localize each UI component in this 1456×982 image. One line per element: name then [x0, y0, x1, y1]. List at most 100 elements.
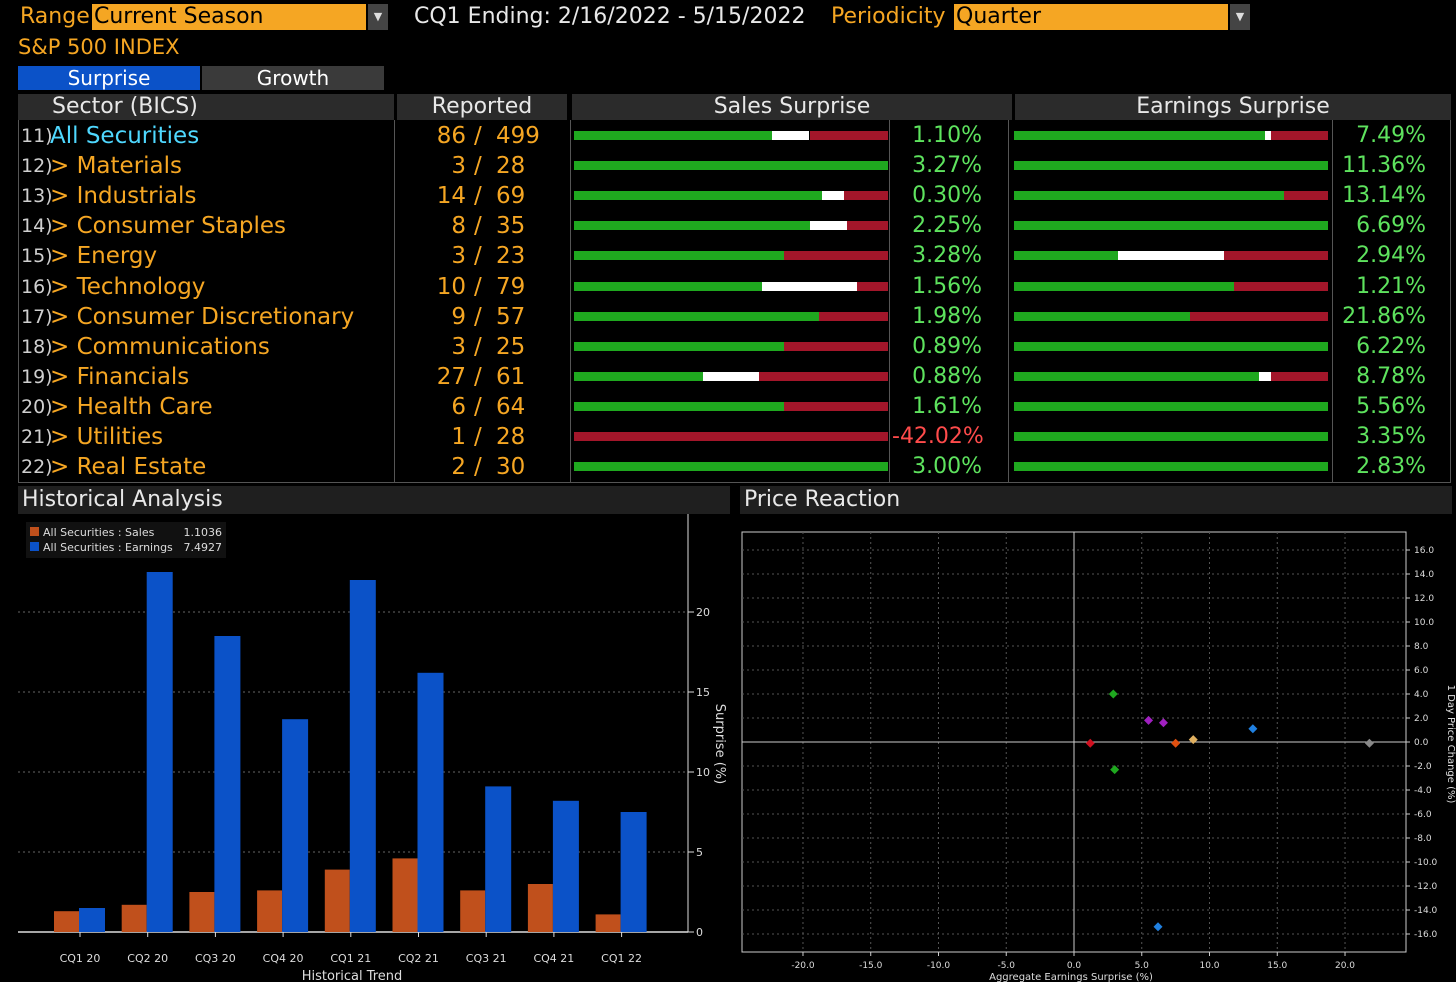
sales-surprise-bar-red	[844, 191, 888, 201]
sales-surprise-bar	[574, 341, 888, 351]
y-tick-label: -2.0	[1414, 762, 1432, 772]
scatter-point	[1108, 689, 1118, 699]
table-row[interactable]: 17) > Consumer Discretionary 9 / 57 1.98% 21.8…	[18, 302, 1451, 332]
sales-bar	[54, 911, 79, 932]
x-tick-label: -20.0	[791, 961, 815, 971]
sector-name[interactable]: > Consumer Discretionary	[50, 303, 355, 330]
y-tick-label: 14.0	[1414, 570, 1434, 580]
sector-name[interactable]: > Consumer Staples	[50, 213, 287, 240]
sector-name[interactable]: All Securities	[50, 123, 200, 149]
earnings-surprise-bar-red	[1233, 281, 1328, 291]
sector-name[interactable]: > Industrials	[50, 183, 197, 210]
sector-name[interactable]: > Real Estate	[50, 454, 207, 481]
sales-surprise-value: 3.28%	[912, 243, 982, 269]
sales-surprise-bar-red	[856, 281, 888, 291]
sector-name[interactable]: > Energy	[50, 243, 158, 270]
sales-surprise-bar	[574, 462, 888, 472]
x-tick-label: 20.0	[1335, 961, 1355, 971]
reported-total: 23	[496, 243, 526, 270]
earnings-surprise-value: 2.94%	[1356, 243, 1426, 269]
periodicity-dropdown-arrow-icon[interactable]: ▼	[1230, 4, 1250, 30]
table-row[interactable]: 20) > Health Care 6 / 64 1.61% 5.56%	[18, 392, 1451, 422]
legend-earnings-value: 7.4927	[184, 541, 223, 554]
sales-surprise-bar-green	[574, 281, 763, 291]
table-row[interactable]: 11) All Securities 86 / 499 1.10% 7.49%	[18, 121, 1451, 151]
earnings-surprise-value: 1.21%	[1356, 273, 1426, 299]
sector-name[interactable]: > Utilities	[50, 424, 164, 450]
sales-surprise-bar-green	[574, 462, 888, 472]
table-row[interactable]: 13) > Industrials 14 / 69 0.30% 13.14%	[18, 181, 1451, 211]
earnings-surprise-bar-green	[1014, 221, 1328, 231]
earnings-surprise-bar-green	[1014, 311, 1190, 321]
earnings-surprise-bar	[1014, 281, 1328, 291]
table-row[interactable]: 18) > Communications 3 / 25 0.89% 6.22%	[18, 332, 1451, 362]
reported-total: 35	[496, 213, 526, 240]
x-tick-label: CQ1 22	[601, 952, 642, 965]
x-tick-label: CQ2 20	[127, 952, 168, 965]
earnings-surprise-bar-green	[1014, 341, 1328, 351]
reported-count: 3	[451, 153, 466, 180]
reported-total: 25	[496, 333, 526, 360]
earnings-surprise-bar	[1014, 371, 1328, 381]
reported-separator: /	[474, 424, 482, 450]
legend-sales-label: All Securities : Sales	[43, 526, 155, 539]
sales-surprise-bar	[574, 281, 888, 291]
reported-total: 28	[496, 153, 526, 180]
sales-surprise-bar-green	[574, 401, 785, 411]
sales-surprise-bar-white	[809, 221, 848, 231]
sales-surprise-bar-red	[784, 341, 888, 351]
sector-name[interactable]: > Financials	[50, 363, 190, 390]
sales-surprise-bar	[574, 131, 888, 140]
tab-surprise[interactable]: Surprise	[18, 66, 200, 90]
reported-count: 3	[451, 243, 466, 270]
table-row[interactable]: 12) > Materials 3 / 28 3.27% 11.36%	[18, 151, 1451, 181]
earnings-bar	[79, 908, 105, 932]
sales-surprise-bar	[574, 311, 888, 321]
y-tick-label: 4.0	[1414, 690, 1429, 700]
tab-growth[interactable]: Growth	[202, 66, 384, 90]
table-row[interactable]: 19) > Financials 27 / 61 0.88% 8.78%	[18, 362, 1451, 392]
earnings-surprise-header[interactable]: Earnings Surprise	[1015, 94, 1451, 120]
x-axis-label: Historical Trend	[302, 969, 403, 982]
earnings-surprise-bar	[1014, 432, 1328, 441]
sector-name[interactable]: > Technology	[50, 273, 206, 300]
earnings-surprise-bar-white	[1117, 251, 1225, 261]
y-tick-label: 12.0	[1414, 594, 1434, 604]
sales-surprise-bar	[574, 161, 888, 171]
earnings-surprise-bar	[1014, 191, 1328, 201]
sales-surprise-bar-red	[759, 371, 888, 381]
table-row[interactable]: 14) > Consumer Staples 8 / 35 2.25% 6.69%	[18, 211, 1451, 241]
earnings-surprise-bar	[1014, 251, 1328, 261]
sales-surprise-header[interactable]: Sales Surprise	[572, 94, 1012, 120]
earnings-bar	[349, 580, 376, 932]
reported-count: 6	[451, 393, 466, 420]
earnings-bar	[552, 800, 579, 932]
reported-total: 69	[496, 183, 526, 210]
sales-surprise-bar	[574, 221, 888, 231]
x-tick-label: CQ1 21	[330, 952, 371, 965]
sales-surprise-bar-green	[574, 251, 785, 261]
table-row[interactable]: 15) > Energy 3 / 23 3.28% 2.94%	[18, 241, 1451, 271]
sector-name[interactable]: > Health Care	[50, 393, 213, 420]
table-row[interactable]: 16) > Technology 10 / 79 1.56% 1.21%	[18, 272, 1451, 302]
y-tick-label: 2.0	[1414, 714, 1429, 724]
sales-surprise-bar-green	[574, 191, 823, 201]
earnings-bar	[417, 672, 444, 932]
sector-name[interactable]: > Materials	[50, 153, 183, 180]
range-dropdown-arrow-icon[interactable]: ▼	[368, 4, 388, 30]
legend-swatch-earnings	[30, 542, 39, 551]
y-tick-label: 20	[696, 606, 710, 619]
earnings-bar	[620, 812, 647, 932]
row-number: 13)	[21, 185, 53, 208]
periodicity-dropdown[interactable]: Quarter	[954, 4, 1228, 30]
sector-header[interactable]: Sector (BICS)	[18, 94, 394, 120]
table-row[interactable]: 21) > Utilities 1 / 28 -42.02% 3.35%	[18, 422, 1451, 452]
table-row[interactable]: 22) > Real Estate 2 / 30 3.00% 2.83%	[18, 452, 1451, 482]
range-dropdown[interactable]: Current Season	[92, 4, 366, 30]
sector-name[interactable]: > Communications	[50, 333, 270, 360]
sales-bar	[460, 890, 486, 932]
sales-bar	[392, 858, 418, 932]
sales-surprise-value: -42.02%	[892, 424, 984, 449]
price-reaction-title: Price Reaction	[740, 486, 1452, 514]
reported-header[interactable]: Reported	[397, 94, 567, 120]
